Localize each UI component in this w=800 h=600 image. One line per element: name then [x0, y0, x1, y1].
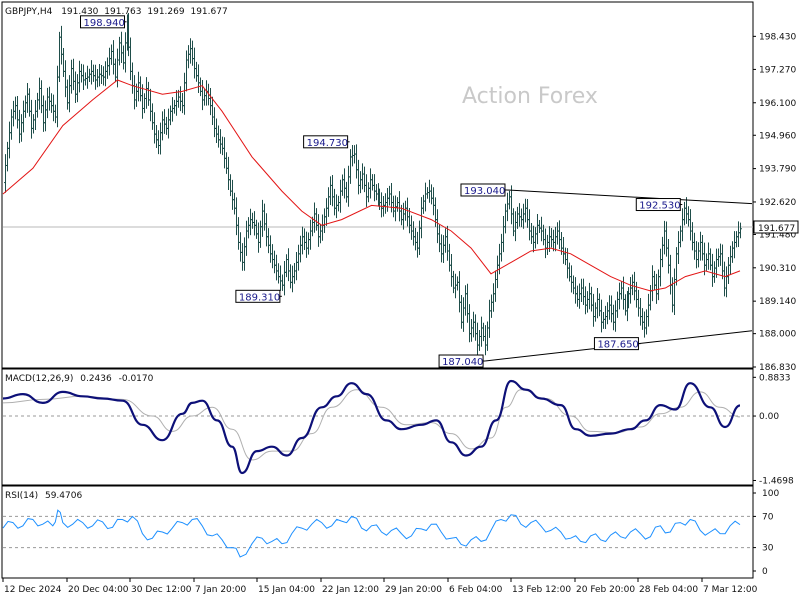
time-axis: 12 Dec 2024 20 Dec 04:00 30 Dec 12:00 7 Jan…: [2, 578, 758, 595]
time-axis-label: 7 Jan 20:00: [195, 585, 247, 595]
rsi-header: RSI(14) 59.4706: [5, 491, 82, 501]
price-axis: 198.430 197.270 196.100 194.960 193.790 192.6…: [753, 32, 796, 373]
price-axis-label: 192.620: [759, 198, 796, 208]
macd-axis-label: -1.4698: [759, 476, 794, 486]
price-axis-label: 194.960: [759, 131, 796, 141]
time-axis-label: 20 Feb 20:00: [576, 585, 635, 595]
price-annotation-label: 192.530: [639, 201, 680, 212]
rsi-axis-label: 100: [762, 489, 779, 499]
current-price-tag: 191.677: [753, 220, 799, 234]
rsi-axis-label: 0: [762, 567, 768, 577]
price-pane[interactable]: Action Forex GBPJPY,H4 191.430 191.763 1…: [1, 1, 799, 373]
time-axis-label: 30 Dec 12:00: [131, 585, 192, 595]
trend-line: [506, 189, 753, 205]
price-annotation-box: [235, 289, 281, 303]
price-axis-label: 190.310: [759, 264, 796, 274]
rsi-axis-label: 70: [762, 512, 774, 522]
price-annotation: 193.040: [460, 183, 507, 197]
rsi-pane[interactable]: RSI(14) 59.4706 100 70 30 0: [1, 485, 779, 579]
price-annotation-label: 189.310: [239, 292, 280, 303]
macd-main-value: 0.2436: [80, 374, 112, 384]
macd-header: MACD(12,26,9) 0.2436 -0.0170: [5, 374, 154, 384]
price-annotation: 189.310: [235, 289, 282, 303]
price-axis-label: 188.000: [759, 330, 796, 340]
price-annotation-box: [438, 354, 484, 368]
price-axis-label: 186.830: [759, 363, 796, 373]
macd-axis-label: 0.00: [759, 412, 779, 422]
price-bar: [739, 222, 742, 239]
rsi-name: RSI(14): [5, 491, 38, 501]
price-annotation: 198.940: [80, 15, 127, 29]
rsi-levels: [3, 515, 752, 549]
macd-main-line: [2, 379, 741, 475]
price-annotation: 187.650: [593, 337, 641, 351]
price-annotation-box: [80, 15, 126, 29]
price-axis-label: 196.100: [759, 99, 796, 109]
price-axis-label: 189.140: [759, 297, 796, 307]
price-axis-label: 198.430: [759, 32, 796, 42]
time-axis-label: 7 Mar 12:00: [703, 585, 758, 595]
rsi-pane-frame: [1, 485, 754, 579]
price-annotation: 194.730: [303, 135, 350, 149]
price-annotation-label: 194.730: [307, 138, 348, 149]
open-value: 191.430: [61, 7, 98, 17]
current-price-tag-text: 191.677: [758, 224, 795, 234]
price-annotation-label: 187.040: [442, 357, 483, 368]
close-value: 191.677: [190, 7, 227, 17]
price-header: GBPJPY,H4 191.430 191.763 191.269 191.67…: [5, 7, 228, 17]
macd-axis: 0.8833 0.00 -1.4698: [753, 373, 794, 486]
price-axis-label: 197.270: [759, 65, 796, 75]
time-axis-label: 22 Jan 12:00: [322, 585, 379, 595]
high-value: 191.763: [104, 7, 141, 17]
price-annotation-label: 198.940: [84, 18, 125, 29]
time-axis-label: 20 Dec 04:00: [68, 585, 129, 595]
macd-axis-label: 0.8833: [759, 373, 791, 383]
price-bars: [4, 13, 742, 356]
price-annotation: 192.530: [635, 198, 683, 212]
rsi-line: [2, 509, 741, 558]
price-annotation-label: 193.040: [464, 186, 505, 197]
price-annotation-label: 187.650: [597, 340, 638, 351]
rsi-axis: 100 70 30 0: [753, 489, 779, 577]
price-axis-label: 191.480: [759, 230, 796, 240]
macd-pane-frame: [1, 368, 754, 486]
price-annotation-box: [303, 135, 349, 149]
price-annotation: 187.040: [438, 354, 486, 368]
time-axis-label: 13 Feb 12:00: [512, 585, 571, 595]
rsi-value: 59.4706: [45, 491, 82, 501]
price-annotation-box: [635, 198, 681, 212]
price-axis-label: 193.790: [759, 165, 796, 175]
rsi-axis-label: 30: [762, 544, 774, 554]
macd-name: MACD(12,26,9): [5, 374, 73, 384]
time-axis-label: 15 Jan 04:00: [258, 585, 315, 595]
symbol-label: GBPJPY,H4: [5, 7, 53, 17]
time-axis-label: 12 Dec 2024: [4, 585, 62, 595]
time-axis-label: 29 Jan 20:00: [385, 585, 442, 595]
price-annotation-box: [460, 183, 506, 197]
time-axis-label: 6 Feb 04:00: [449, 585, 503, 595]
moving-average-line: [2, 79, 741, 292]
price-annotation-box: [593, 337, 639, 351]
macd-signal-value: -0.0170: [119, 374, 154, 384]
price-annotations: 198.940 194.730 193.040 192.530 189.310 187.0…: [80, 15, 683, 368]
low-value: 191.269: [147, 7, 184, 17]
time-axis-label: 28 Feb 04:00: [639, 585, 698, 595]
watermark: Action Forex: [462, 84, 598, 109]
current-price-tag-box: [753, 220, 799, 234]
macd-pane[interactable]: MACD(12,26,9) 0.2436 -0.0170 0.8833 0.00 -…: [1, 368, 794, 486]
